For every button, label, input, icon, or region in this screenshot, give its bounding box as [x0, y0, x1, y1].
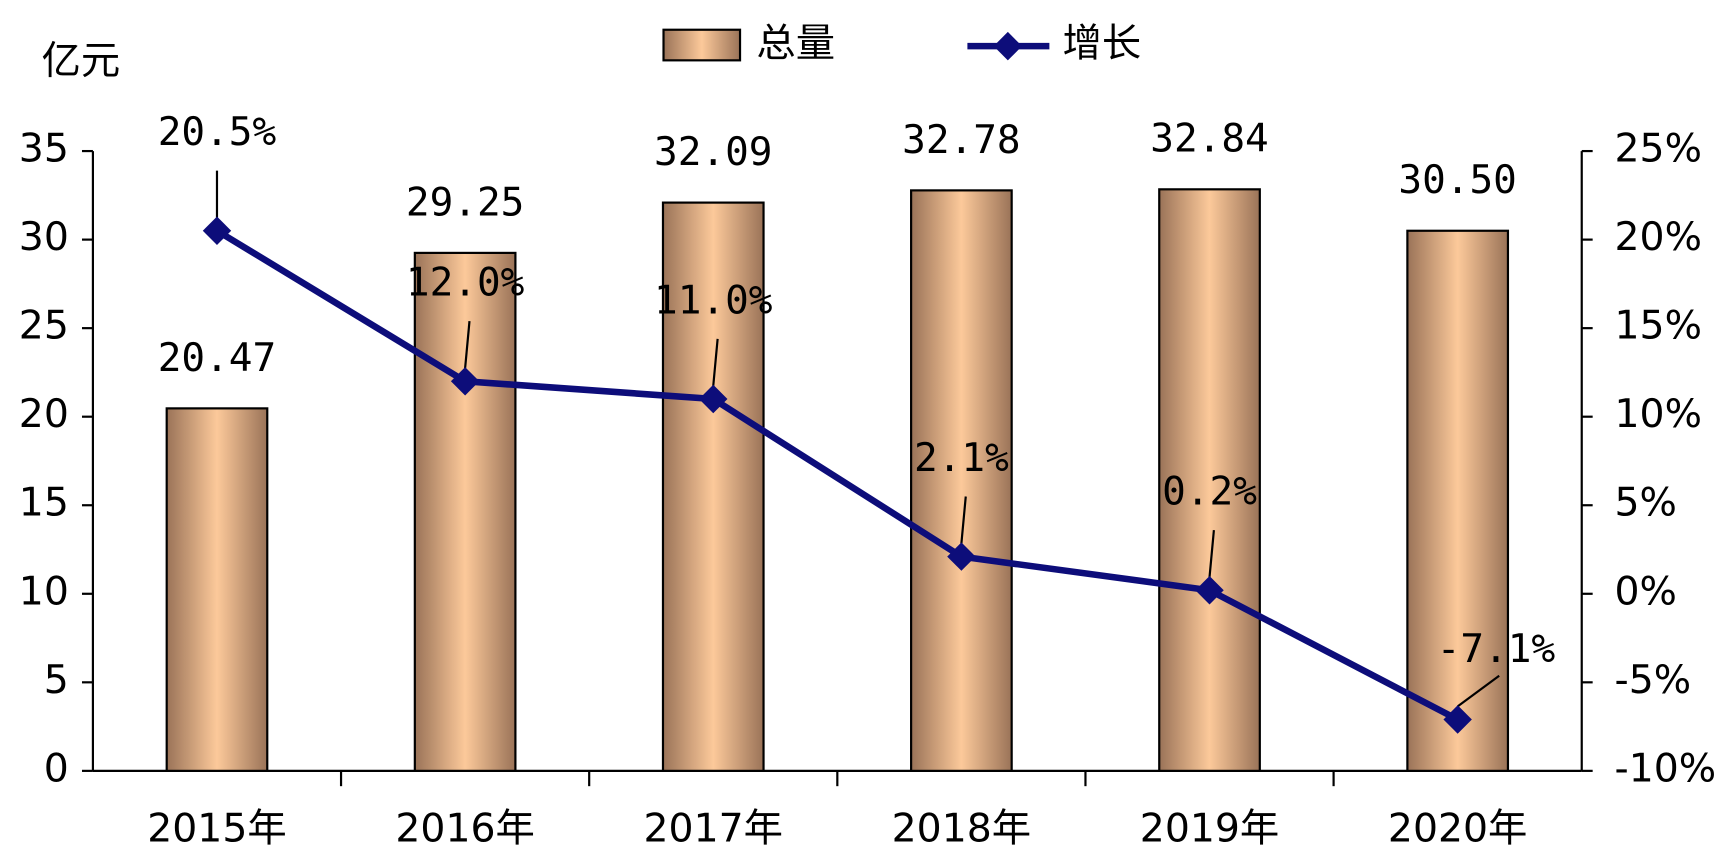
line-value-label: 11.0% — [654, 277, 773, 323]
y-axis-label: 亿元 — [42, 38, 121, 84]
x-tick-label: 2019年 — [1140, 805, 1279, 851]
bar — [1406, 229, 1510, 772]
leader-line — [1457, 674, 1500, 708]
line-value-label: 2.1% — [914, 435, 1009, 481]
y-tick-label: 0 — [44, 745, 69, 791]
y-tick-label: 10 — [19, 568, 69, 614]
x-tick-label: 2016年 — [395, 805, 534, 851]
legend-label: 增长 — [1063, 21, 1142, 67]
marker — [699, 384, 728, 414]
x-tick-label: 2020年 — [1388, 805, 1527, 851]
legend-swatch — [662, 28, 742, 62]
y2-tick-label: -5% — [1615, 657, 1692, 703]
leader-line — [1208, 530, 1215, 578]
bar — [661, 201, 765, 772]
y2-tick-label: 0% — [1615, 568, 1677, 614]
y2-tick-label: -10% — [1615, 745, 1714, 791]
bar — [910, 189, 1013, 772]
y2-tick-label: 15% — [1615, 303, 1702, 349]
line-value-label: 20.5% — [158, 109, 277, 155]
marker — [202, 216, 232, 245]
line — [215, 227, 1460, 723]
line-value-label: 0.2% — [1162, 469, 1257, 515]
bar-value-label: 20.47 — [158, 335, 276, 381]
bar-value-label: 32.78 — [902, 117, 1020, 163]
bar — [413, 251, 517, 772]
y-tick-label: 35 — [19, 126, 69, 172]
leader-line — [960, 496, 967, 544]
y2-tick-label: 5% — [1615, 480, 1677, 526]
marker — [947, 542, 976, 571]
bar — [165, 407, 269, 772]
y-tick-label: 15 — [19, 480, 69, 526]
legend-label: 总量 — [756, 21, 835, 67]
x-tick-label: 2017年 — [644, 805, 783, 851]
bar-value-label: 32.84 — [1150, 116, 1268, 162]
y-tick-label: 30 — [19, 214, 69, 260]
legend-marker — [993, 31, 1023, 61]
marker — [1195, 576, 1224, 605]
line-value-label: -7.1% — [1437, 626, 1556, 672]
bar-value-label: 30.50 — [1398, 157, 1516, 203]
y-tick-label: 20 — [19, 391, 69, 437]
bar-value-label: 29.25 — [406, 179, 524, 225]
y2-tick-label: 25% — [1615, 126, 1702, 172]
leader-line — [712, 338, 719, 386]
marker — [1443, 705, 1472, 734]
y2-tick-label: 10% — [1615, 391, 1702, 437]
y-tick-label: 25 — [19, 303, 69, 349]
bar-value-label: 32.09 — [654, 129, 772, 175]
line-value-label: 12.0% — [406, 260, 525, 306]
bar — [1158, 188, 1261, 772]
marker — [450, 367, 480, 396]
leader-line — [464, 321, 471, 369]
y-tick-label: 5 — [44, 657, 69, 703]
x-tick-label: 2015年 — [147, 805, 286, 851]
x-tick-label: 2018年 — [892, 805, 1031, 851]
y2-tick-label: 20% — [1615, 214, 1702, 260]
